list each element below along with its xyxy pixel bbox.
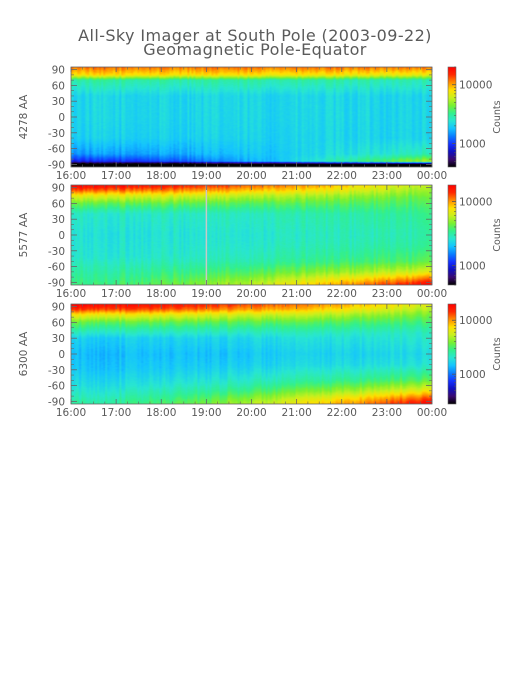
colorbar-tick-label: 1000 (459, 139, 486, 151)
y-tick-label: 0 (58, 112, 65, 124)
y-axis-label: 4278 AA (18, 94, 30, 140)
x-tick-label: 17:00 (101, 170, 131, 182)
colorbar-label: Counts (492, 218, 503, 251)
heatmap-image (71, 304, 432, 404)
colorbar-tick-label: 10000 (459, 80, 492, 92)
y-tick-label: -30 (48, 246, 65, 258)
colorbar-label: Counts (492, 100, 503, 133)
y-tick-label: 30 (52, 96, 65, 108)
x-tick-label: 22:00 (327, 170, 357, 182)
y-tick-label: -90 (48, 277, 65, 289)
y-tick-label: 60 (52, 198, 65, 210)
figure-subtitle: Geomagnetic Pole-Equator (143, 40, 367, 59)
panel-3: 90 60 30 0 -30 -60 -90 6300 AA 16:00 17:00 18:00 19… (18, 302, 503, 419)
x-tick-label: 21:00 (281, 288, 311, 300)
y-tick-label: -60 (48, 381, 65, 393)
colorbar-tick-label: 1000 (459, 369, 486, 381)
colorbar-tick-label: 10000 (459, 196, 492, 208)
y-tick-label: 90 (52, 302, 65, 314)
x-tick-label: 18:00 (146, 288, 176, 300)
colorbar (447, 303, 457, 405)
x-tick-label: 23:00 (372, 170, 402, 182)
y-tick-label: -30 (48, 128, 65, 140)
colorbar (447, 66, 457, 168)
x-tick-label: 21:00 (281, 407, 311, 419)
x-tick-label: 23:00 (372, 407, 402, 419)
y-tick-label: -60 (48, 144, 65, 156)
heatmap-image (71, 67, 432, 167)
x-tick-label: 21:00 (281, 170, 311, 182)
y-tick-label: 30 (52, 333, 65, 345)
y-tick-label: 90 (52, 65, 65, 77)
y-axis-label: 6300 AA (18, 331, 30, 377)
y-tick-label: 0 (58, 230, 65, 242)
y-tick-label: 30 (52, 214, 65, 226)
panel-2: 90 60 30 0 -30 -60 -90 5577 AA 16:00 17:00 18:00 19… (18, 183, 503, 300)
y-tick-label: 0 (58, 349, 65, 361)
x-tick-label: 19:00 (191, 170, 221, 182)
y-tick-label: -90 (48, 396, 65, 408)
x-tick-label: 23:00 (372, 288, 402, 300)
x-tick-label: 22:00 (327, 407, 357, 419)
y-tick-label: -90 (48, 159, 65, 171)
x-tick-label: 19:00 (191, 407, 221, 419)
y-tick-label: -30 (48, 365, 65, 377)
y-tick-label: 90 (52, 183, 65, 195)
x-tick-label: 00:00 (417, 288, 447, 300)
y-axis-label: 5577 AA (18, 212, 30, 258)
colorbar-tick-label: 10000 (459, 315, 492, 327)
x-tick-label: 17:00 (101, 288, 131, 300)
heatmap-panels: 90 60 30 0 -30 -60 -90 4278 AA 16:00 17:00 18:00 19… (18, 65, 503, 419)
x-tick-label: 18:00 (146, 170, 176, 182)
x-tick-label: 20:00 (236, 170, 266, 182)
y-tick-label: -60 (48, 262, 65, 274)
figure-title: All-Sky Imager at South Pole (2003-09-22… (78, 26, 432, 45)
x-tick-label: 00:00 (417, 170, 447, 182)
x-tick-label: 20:00 (236, 288, 266, 300)
x-tick-label: 18:00 (146, 407, 176, 419)
x-tick-label: 17:00 (101, 407, 131, 419)
x-tick-label: 20:00 (236, 407, 266, 419)
x-tick-label: 16:00 (56, 288, 86, 300)
colorbar-tick-label: 1000 (459, 261, 486, 273)
y-tick-label: 60 (52, 80, 65, 92)
x-tick-label: 00:00 (417, 407, 447, 419)
x-tick-label: 19:00 (191, 288, 221, 300)
x-tick-label: 16:00 (56, 407, 86, 419)
heatmap-image (71, 185, 432, 285)
x-tick-label: 22:00 (327, 288, 357, 300)
colorbar-label: Counts (492, 337, 503, 370)
panel-1: 90 60 30 0 -30 -60 -90 4278 AA 16:00 17:00 18:00 19… (18, 65, 503, 182)
x-tick-label: 16:00 (56, 170, 86, 182)
y-tick-label: 60 (52, 317, 65, 329)
